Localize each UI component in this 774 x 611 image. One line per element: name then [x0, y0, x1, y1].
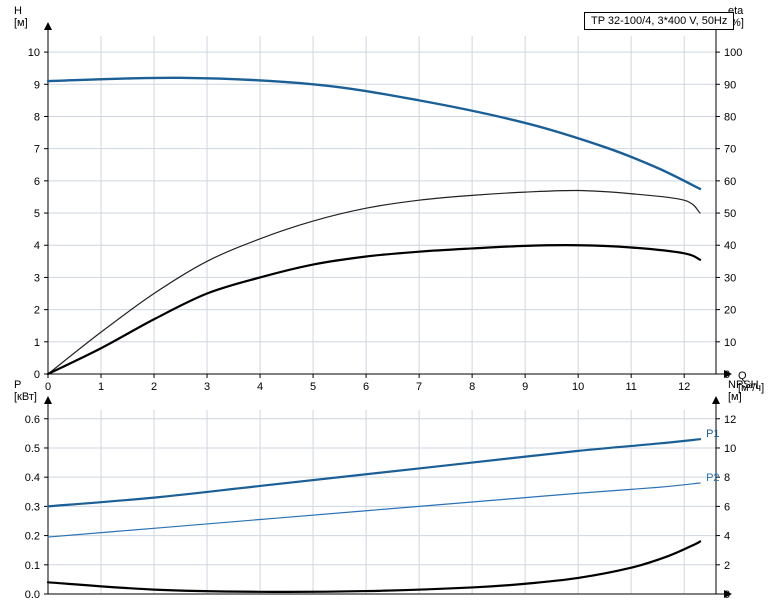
chart-svg: H[м]012345678910eta[%]010203040506070809… — [0, 0, 774, 611]
svg-text:6: 6 — [724, 501, 730, 513]
svg-text:P1: P1 — [706, 428, 719, 440]
svg-text:P2: P2 — [706, 472, 719, 484]
svg-text:[м]: [м] — [14, 17, 28, 29]
svg-text:50: 50 — [724, 208, 736, 220]
svg-text:0: 0 — [45, 381, 51, 393]
svg-text:12: 12 — [678, 381, 690, 393]
svg-text:0.5: 0.5 — [25, 443, 40, 455]
svg-text:9: 9 — [34, 79, 40, 91]
svg-text:0: 0 — [34, 369, 40, 381]
svg-text:0.3: 0.3 — [25, 501, 40, 513]
svg-text:3: 3 — [204, 381, 210, 393]
svg-text:4: 4 — [724, 531, 730, 543]
chart-info-label: TP 32-100/4, 3*400 V, 50Hz — [584, 12, 734, 30]
svg-text:1: 1 — [34, 337, 40, 349]
svg-text:6: 6 — [363, 381, 369, 393]
svg-text:1: 1 — [98, 381, 104, 393]
svg-text:80: 80 — [724, 111, 736, 123]
svg-text:9: 9 — [522, 381, 528, 393]
svg-text:4: 4 — [257, 381, 263, 393]
svg-text:H: H — [14, 5, 22, 17]
svg-text:4: 4 — [34, 240, 40, 252]
svg-text:2: 2 — [151, 381, 157, 393]
svg-text:8: 8 — [724, 472, 730, 484]
svg-text:10: 10 — [28, 47, 40, 59]
svg-text:3: 3 — [34, 272, 40, 284]
svg-text:0.4: 0.4 — [25, 472, 40, 484]
svg-text:0: 0 — [724, 589, 730, 601]
svg-text:8: 8 — [469, 381, 475, 393]
svg-text:7: 7 — [34, 144, 40, 156]
svg-text:10: 10 — [572, 381, 584, 393]
svg-text:90: 90 — [724, 79, 736, 91]
svg-text:11: 11 — [625, 381, 636, 393]
svg-text:0.1: 0.1 — [25, 560, 40, 572]
svg-text:7: 7 — [416, 381, 422, 393]
svg-text:60: 60 — [724, 176, 736, 188]
svg-text:[кВт]: [кВт] — [14, 391, 37, 403]
svg-text:20: 20 — [724, 305, 736, 317]
svg-text:6: 6 — [34, 176, 40, 188]
svg-text:70: 70 — [724, 144, 736, 156]
svg-text:8: 8 — [34, 111, 40, 123]
svg-text:10: 10 — [724, 443, 736, 455]
pump-curve-chart: TP 32-100/4, 3*400 V, 50Hz H[м]012345678… — [0, 0, 774, 611]
svg-text:2: 2 — [34, 305, 40, 317]
svg-text:100: 100 — [724, 47, 742, 59]
svg-text:30: 30 — [724, 272, 736, 284]
svg-text:5: 5 — [34, 208, 40, 220]
svg-text:0.6: 0.6 — [25, 414, 40, 426]
svg-text:0.0: 0.0 — [25, 589, 40, 601]
svg-text:0.2: 0.2 — [25, 531, 40, 543]
svg-text:40: 40 — [724, 240, 736, 252]
svg-text:NPSH: NPSH — [728, 379, 759, 391]
svg-text:P: P — [14, 379, 21, 391]
svg-text:2: 2 — [724, 560, 730, 572]
svg-text:12: 12 — [724, 414, 736, 426]
svg-text:10: 10 — [724, 337, 736, 349]
svg-text:[м]: [м] — [728, 391, 742, 403]
svg-text:5: 5 — [310, 381, 316, 393]
